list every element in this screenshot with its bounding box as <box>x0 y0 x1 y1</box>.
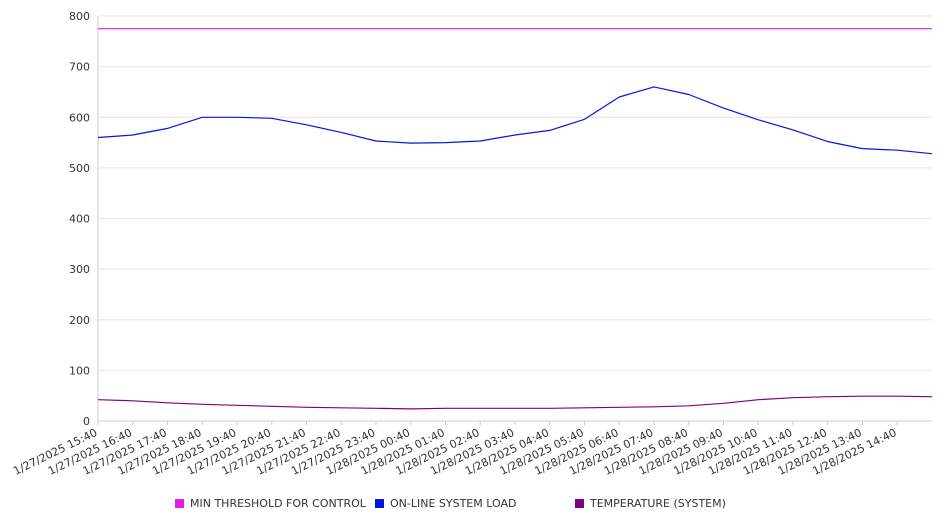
axes <box>97 16 932 425</box>
y-tick-label: 600 <box>69 111 90 124</box>
legend-item-temperature[interactable]: TEMPERATURE (SYSTEM) <box>575 497 726 510</box>
y-tick-label: 100 <box>69 364 90 377</box>
legend-item-min-threshold[interactable]: MIN THRESHOLD FOR CONTROL <box>175 497 366 510</box>
series-line-system-load <box>97 86 933 155</box>
series-lines <box>97 28 933 410</box>
gridlines <box>98 15 932 371</box>
y-tick-label: 300 <box>69 263 90 276</box>
y-tick-labels: 0 100 200 300 400 500 600 700 800 <box>69 10 90 428</box>
y-tick-label: 500 <box>69 162 90 175</box>
y-tick-label: 0 <box>83 415 90 428</box>
y-tick-label: 700 <box>69 61 90 74</box>
legend: MIN THRESHOLD FOR CONTROL ON-LINE SYSTEM… <box>0 497 946 515</box>
legend-label-temperature: TEMPERATURE (SYSTEM) <box>590 497 726 510</box>
series-line-temperature <box>97 395 933 410</box>
legend-swatch-temperature <box>575 499 584 508</box>
y-tick-label: 400 <box>69 213 90 226</box>
y-tick-label: 800 <box>69 10 90 23</box>
legend-swatch-system-load <box>375 499 384 508</box>
x-tick-labels: 1/27/2025 15:401/27/2025 16:401/27/2025 … <box>11 426 898 478</box>
legend-label-min-threshold: MIN THRESHOLD FOR CONTROL <box>190 497 366 510</box>
y-tick-label: 200 <box>69 314 90 327</box>
legend-swatch-min-threshold <box>175 499 184 508</box>
legend-label-system-load: ON-LINE SYSTEM LOAD <box>390 497 517 510</box>
legend-item-system-load[interactable]: ON-LINE SYSTEM LOAD <box>375 497 516 510</box>
